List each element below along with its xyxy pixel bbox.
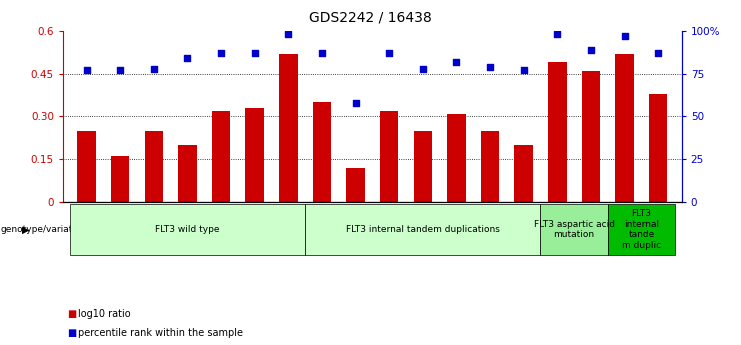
Bar	[380, 111, 399, 202]
Bar	[615, 54, 634, 202]
Text: FLT3 aspartic acid
mutation: FLT3 aspartic acid mutation	[534, 220, 614, 239]
Bar	[111, 156, 130, 202]
Bar	[413, 131, 432, 202]
Point	[81, 68, 93, 73]
Point	[182, 56, 193, 61]
Point	[316, 50, 328, 56]
Text: ■: ■	[67, 309, 76, 319]
Point	[451, 59, 462, 65]
Text: ▶: ▶	[22, 225, 30, 234]
Text: log10 ratio: log10 ratio	[78, 309, 130, 319]
Point	[383, 50, 395, 56]
Bar	[279, 54, 298, 202]
Point	[282, 32, 294, 37]
Bar	[481, 131, 499, 202]
Point	[551, 32, 563, 37]
Text: ■: ■	[67, 328, 76, 338]
Point	[585, 47, 597, 52]
Text: genotype/variation: genotype/variation	[1, 225, 87, 234]
Point	[484, 64, 496, 70]
Point	[417, 66, 429, 71]
Bar	[212, 111, 230, 202]
Text: FLT3
internal
tande
m duplic: FLT3 internal tande m duplic	[622, 209, 661, 249]
Bar	[77, 131, 96, 202]
Point	[249, 50, 261, 56]
Bar	[582, 71, 600, 202]
Point	[148, 66, 160, 71]
Point	[518, 68, 530, 73]
Text: FLT3 internal tandem duplications: FLT3 internal tandem duplications	[346, 225, 499, 234]
Bar	[144, 131, 163, 202]
Bar	[346, 168, 365, 202]
Text: FLT3 wild type: FLT3 wild type	[155, 225, 219, 234]
Bar	[313, 102, 331, 202]
Text: GDS2242 / 16438: GDS2242 / 16438	[309, 10, 432, 24]
Bar	[245, 108, 264, 202]
Bar	[548, 62, 567, 202]
Text: percentile rank within the sample: percentile rank within the sample	[78, 328, 243, 338]
Point	[350, 100, 362, 106]
Point	[652, 50, 664, 56]
Bar	[514, 145, 533, 202]
Bar	[178, 145, 196, 202]
Point	[215, 50, 227, 56]
Point	[114, 68, 126, 73]
Point	[619, 33, 631, 39]
Bar	[447, 114, 465, 202]
Bar	[649, 94, 668, 202]
